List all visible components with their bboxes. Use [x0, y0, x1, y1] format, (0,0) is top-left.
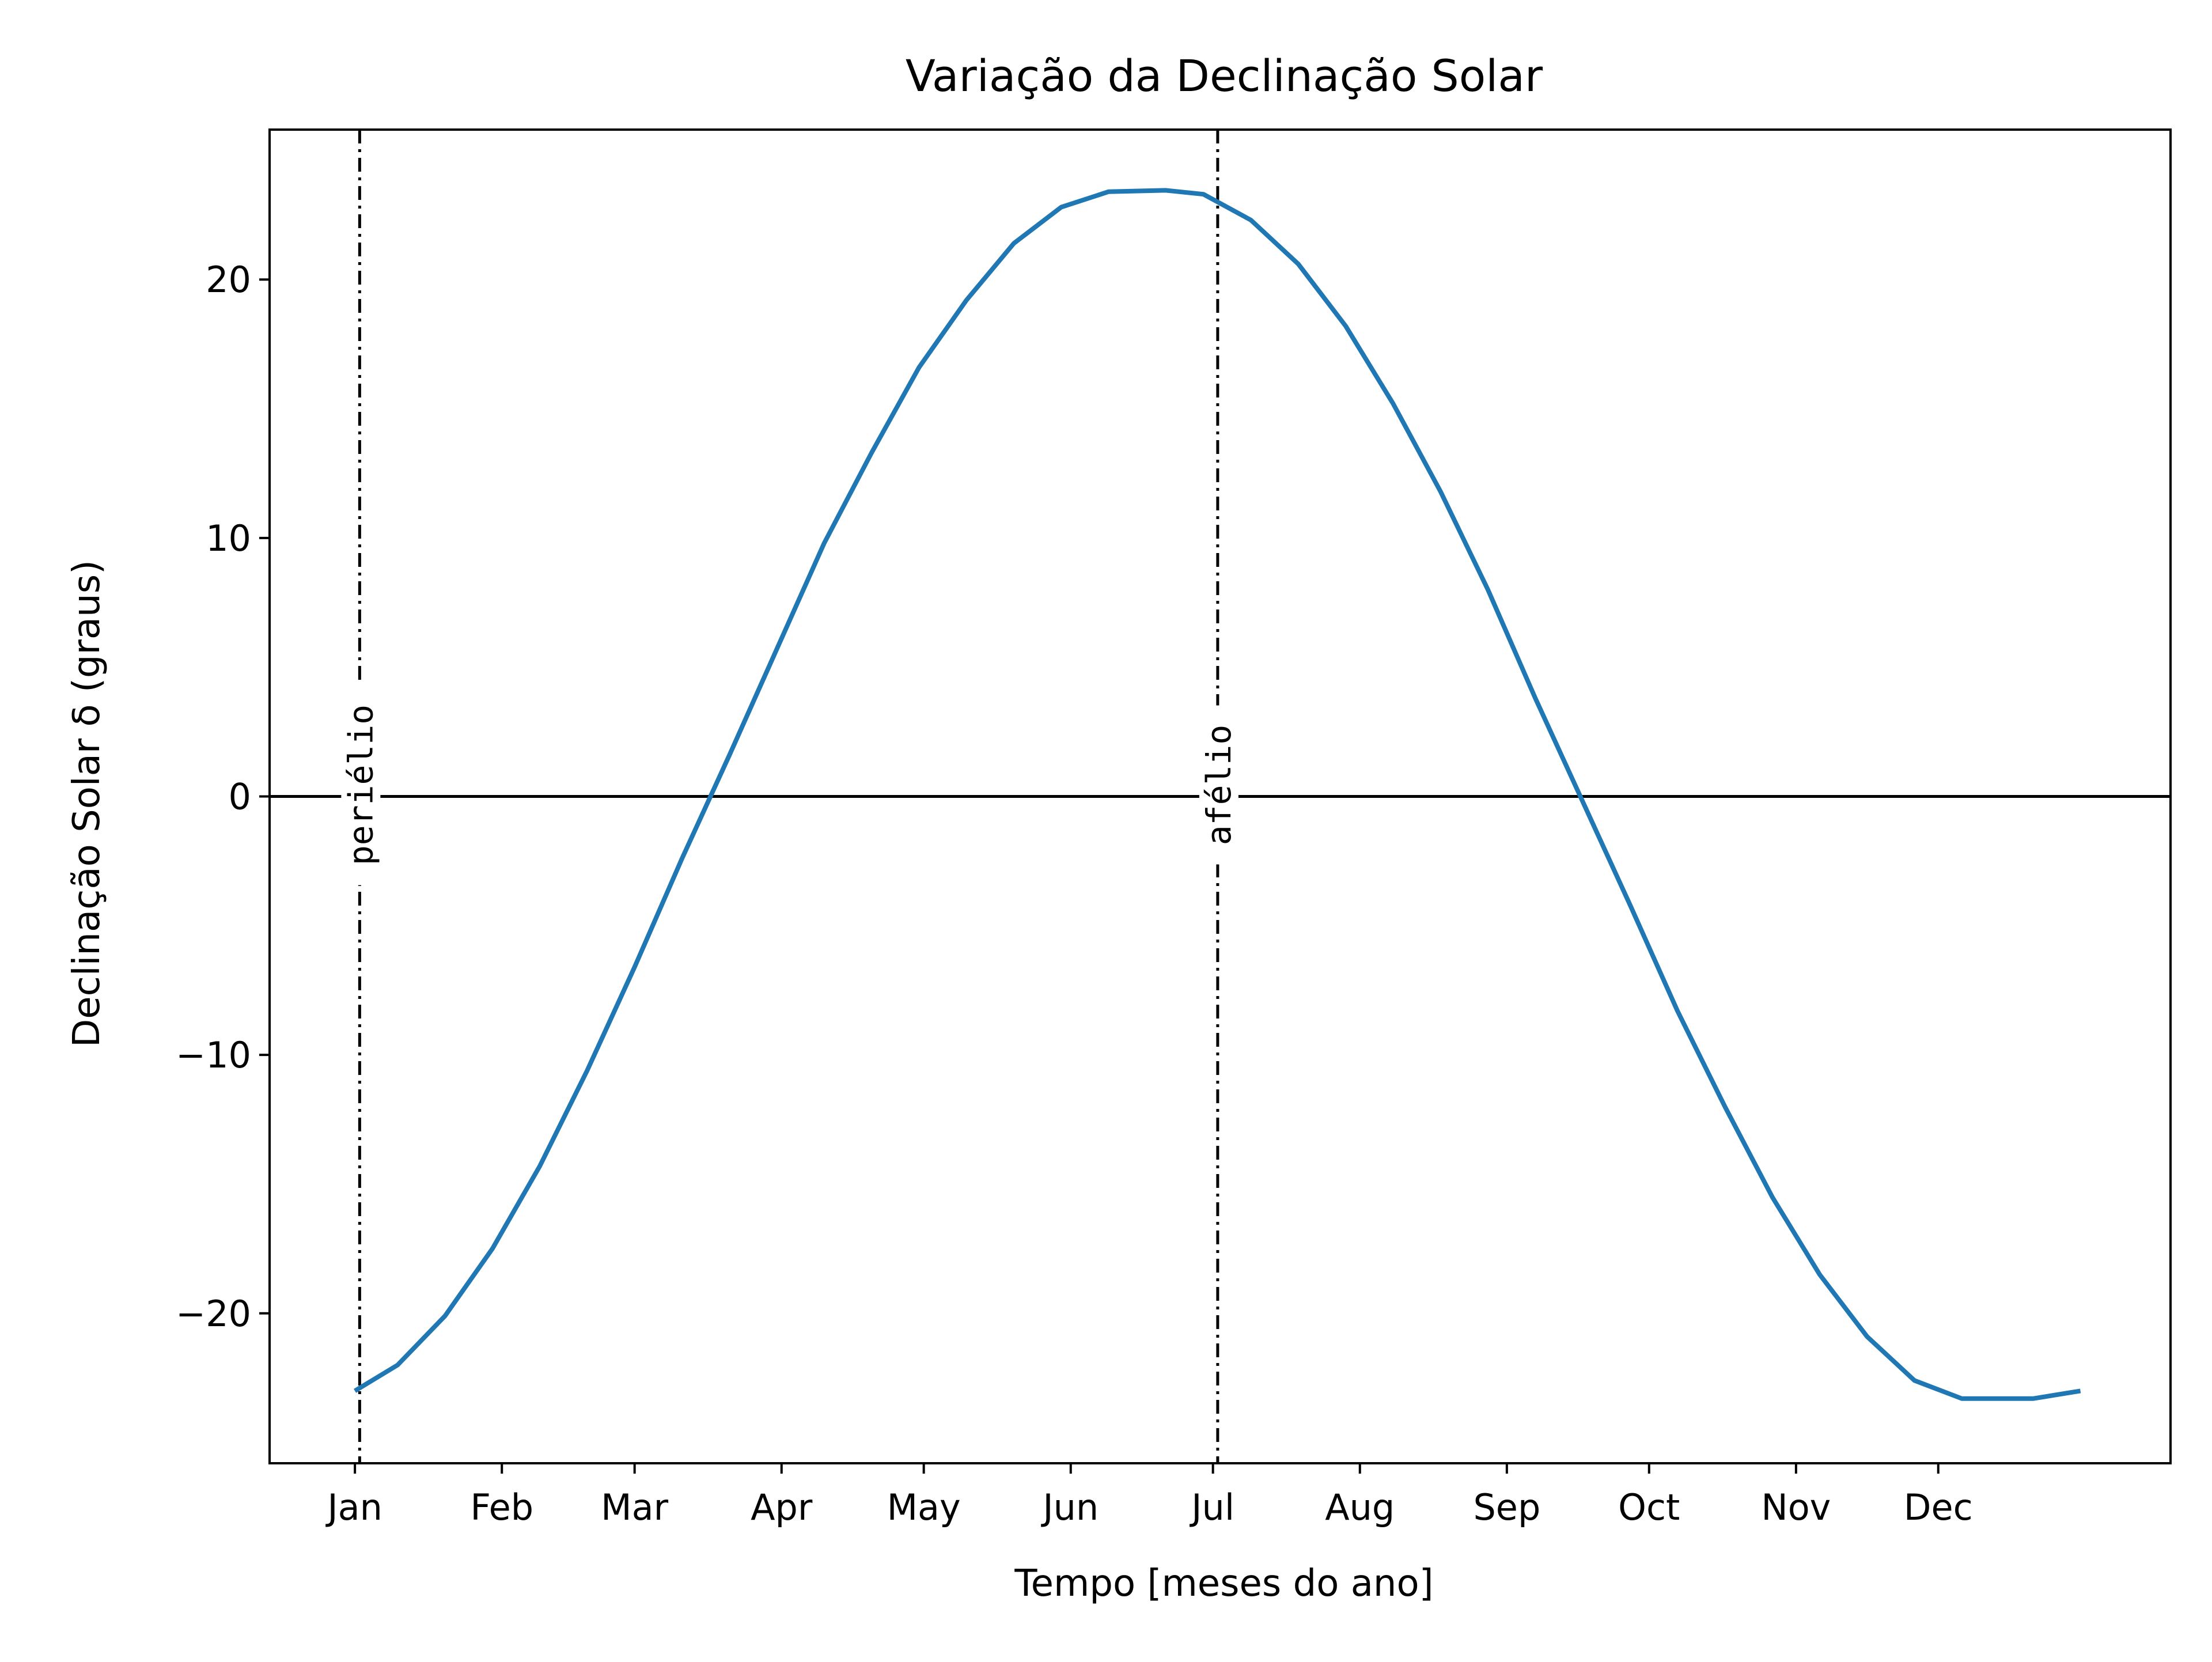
- y-tick-label: 0: [229, 776, 251, 818]
- x-tick-label: Nov: [1761, 1486, 1831, 1528]
- chart-title: Variação da Declinação Solar: [906, 50, 1543, 101]
- x-tick-label: May: [887, 1486, 961, 1528]
- x-tick-label: Feb: [470, 1486, 533, 1528]
- reference-label-background: [1199, 705, 1238, 865]
- reference-label: periélio: [341, 705, 380, 865]
- reference-label-group: periélio: [341, 684, 381, 885]
- y-tick-label: 10: [206, 517, 251, 559]
- y-tick-label: 20: [206, 259, 251, 301]
- reference-label: afélio: [1199, 725, 1238, 846]
- x-tick-label: Jun: [1040, 1486, 1099, 1528]
- x-axis-label: Tempo [meses do ano]: [1014, 1562, 1433, 1605]
- x-tick-label: Jul: [1189, 1486, 1234, 1528]
- x-tick-label: Oct: [1618, 1486, 1680, 1528]
- axes: Jan Feb Mar Apr May Jun Jul Aug Sep Oct Nov Dec −20 −…: [176, 128, 2172, 1528]
- x-tick-label: Mar: [601, 1486, 668, 1528]
- series-layer: [354, 188, 2081, 1401]
- x-tick-label: Sep: [1473, 1486, 1540, 1528]
- y-tick-label: −10: [176, 1034, 251, 1076]
- x-tick-label: Jan: [325, 1486, 382, 1528]
- reference-label-group: afélio: [1199, 705, 1238, 865]
- y-axis-label: Declinação Solar δ (graus): [66, 560, 108, 1047]
- series-line-0: [354, 188, 2081, 1401]
- y-tick-label: −20: [176, 1293, 251, 1335]
- reference-label-background: [341, 684, 381, 885]
- reference-labels: periélio afélio: [341, 684, 1238, 885]
- x-tick-label: Aug: [1325, 1486, 1395, 1528]
- x-tick-label: Apr: [751, 1486, 813, 1528]
- x-tick-label: Dec: [1904, 1486, 1973, 1528]
